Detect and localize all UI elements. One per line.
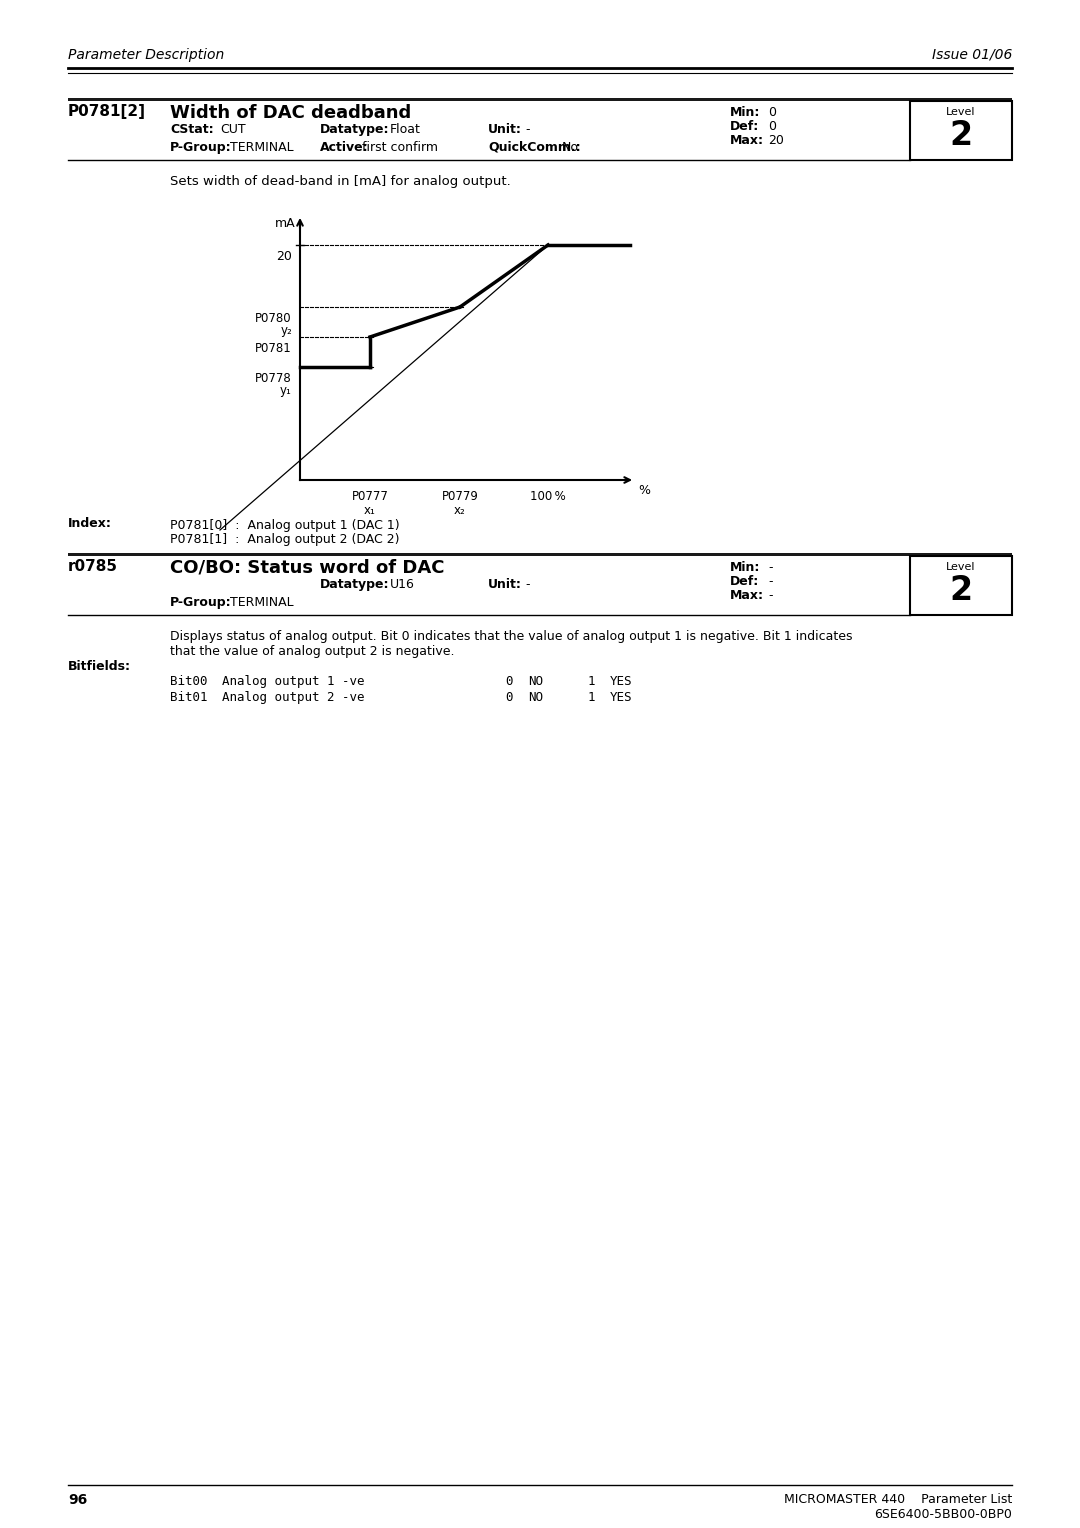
Text: Max:: Max: xyxy=(730,588,764,602)
Text: Def:: Def: xyxy=(730,575,759,588)
Text: x₂: x₂ xyxy=(454,504,465,516)
Text: -: - xyxy=(525,122,529,136)
Text: 0: 0 xyxy=(768,121,777,133)
Text: Max:: Max: xyxy=(730,134,764,147)
Text: Level: Level xyxy=(946,562,975,571)
Text: P-Group:: P-Group: xyxy=(170,141,231,154)
Text: 0: 0 xyxy=(768,105,777,119)
Text: P0781[0]  :  Analog output 1 (DAC 1): P0781[0] : Analog output 1 (DAC 1) xyxy=(170,520,400,532)
Text: P0777: P0777 xyxy=(352,490,389,503)
Text: Bitfields:: Bitfields: xyxy=(68,660,131,672)
Text: 20: 20 xyxy=(768,134,784,147)
Text: 1: 1 xyxy=(588,675,595,688)
Text: x₁: x₁ xyxy=(364,504,376,516)
Text: y₂: y₂ xyxy=(280,324,292,338)
Bar xyxy=(68,553,1012,556)
Text: Sets width of dead-band in [mA] for analog output.: Sets width of dead-band in [mA] for anal… xyxy=(170,176,511,188)
Text: -: - xyxy=(525,578,529,591)
Bar xyxy=(910,101,1012,160)
Text: Width of DAC deadband: Width of DAC deadband xyxy=(170,104,411,122)
Text: %: % xyxy=(638,484,650,497)
Text: CO/BO: Status word of DAC: CO/BO: Status word of DAC xyxy=(170,559,445,578)
Text: 100 %: 100 % xyxy=(530,490,566,503)
Text: CStat:: CStat: xyxy=(170,122,214,136)
Text: NO: NO xyxy=(528,691,543,704)
Text: Datatype:: Datatype: xyxy=(320,122,390,136)
Text: P0778: P0778 xyxy=(255,371,292,385)
Text: Parameter Description: Parameter Description xyxy=(68,47,225,63)
Text: TERMINAL: TERMINAL xyxy=(230,141,294,154)
Text: TERMINAL: TERMINAL xyxy=(230,596,294,610)
Text: Unit:: Unit: xyxy=(488,578,522,591)
Text: 2: 2 xyxy=(949,119,973,151)
Text: -: - xyxy=(768,561,772,575)
Text: NO: NO xyxy=(528,675,543,688)
Text: CUT: CUT xyxy=(220,122,245,136)
Text: Min:: Min: xyxy=(730,105,760,119)
Text: 0: 0 xyxy=(505,675,513,688)
Text: P-Group:: P-Group: xyxy=(170,596,231,610)
Text: Issue 01/06: Issue 01/06 xyxy=(932,47,1012,63)
Text: Float: Float xyxy=(390,122,421,136)
Text: No: No xyxy=(562,141,579,154)
Bar xyxy=(910,556,1012,614)
Text: 96: 96 xyxy=(68,1493,87,1507)
Text: mA: mA xyxy=(275,217,296,231)
Text: 2: 2 xyxy=(949,575,973,607)
Text: Bit00: Bit00 xyxy=(170,675,207,688)
Text: P0780: P0780 xyxy=(255,312,292,325)
Text: MICROMASTER 440    Parameter List: MICROMASTER 440 Parameter List xyxy=(784,1493,1012,1507)
Text: first confirm: first confirm xyxy=(362,141,438,154)
Text: Analog output 1 -ve: Analog output 1 -ve xyxy=(222,675,365,688)
Text: U16: U16 xyxy=(390,578,415,591)
Text: P0779: P0779 xyxy=(442,490,478,503)
Text: YES: YES xyxy=(610,691,633,704)
Text: Datatype:: Datatype: xyxy=(320,578,390,591)
Text: 6SE6400-5BB00-0BP0: 6SE6400-5BB00-0BP0 xyxy=(874,1508,1012,1520)
Text: QuickComm.:: QuickComm.: xyxy=(488,141,581,154)
Text: 20: 20 xyxy=(276,251,292,263)
Text: Level: Level xyxy=(946,107,975,118)
Text: P0781[2]: P0781[2] xyxy=(68,104,146,119)
Text: Index:: Index: xyxy=(68,516,112,530)
Text: 1: 1 xyxy=(588,691,595,704)
Text: -: - xyxy=(768,588,772,602)
Text: P0781: P0781 xyxy=(255,342,292,354)
Text: P0781[1]  :  Analog output 2 (DAC 2): P0781[1] : Analog output 2 (DAC 2) xyxy=(170,533,400,545)
Text: Def:: Def: xyxy=(730,121,759,133)
Text: Active:: Active: xyxy=(320,141,368,154)
Text: YES: YES xyxy=(610,675,633,688)
Text: Min:: Min: xyxy=(730,561,760,575)
Text: that the value of analog output 2 is negative.: that the value of analog output 2 is neg… xyxy=(170,645,455,659)
Bar xyxy=(68,98,1012,101)
Text: Bit01: Bit01 xyxy=(170,691,207,704)
Text: Unit:: Unit: xyxy=(488,122,522,136)
Text: Analog output 2 -ve: Analog output 2 -ve xyxy=(222,691,365,704)
Text: r0785: r0785 xyxy=(68,559,118,575)
Text: y₁: y₁ xyxy=(280,384,292,397)
Text: -: - xyxy=(768,575,772,588)
Text: Displays status of analog output. Bit 0 indicates that the value of analog outpu: Displays status of analog output. Bit 0 … xyxy=(170,630,852,643)
Text: 0: 0 xyxy=(505,691,513,704)
